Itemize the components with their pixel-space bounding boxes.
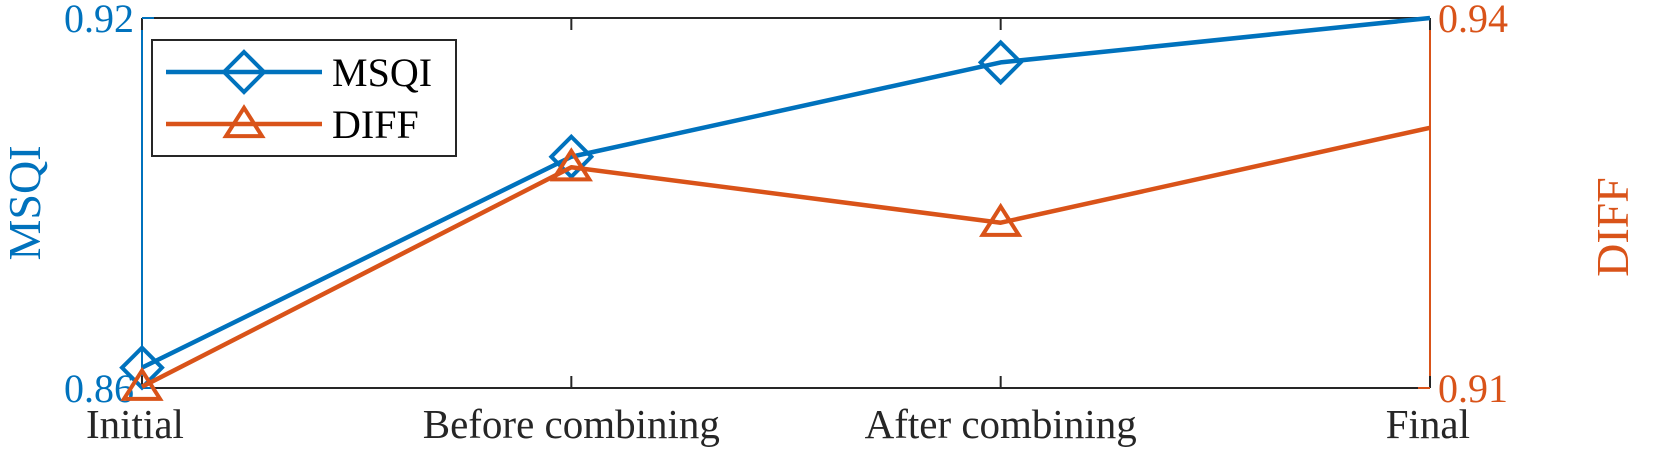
legend-marker-diamond — [221, 49, 267, 95]
data-point-diff — [120, 366, 164, 401]
legend-label: DIFF — [332, 102, 419, 147]
legend-box — [151, 39, 457, 157]
legend-item-diff: DIFF — [166, 102, 419, 147]
x-tick-label: Final — [1386, 401, 1470, 447]
x-tick-label: After combining — [865, 401, 1137, 447]
legend-marker-triangle — [222, 104, 266, 139]
data-point-msqi — [548, 133, 595, 180]
series-msqi — [119, 15, 1431, 391]
data-point-msqi — [119, 344, 165, 391]
series-diff — [120, 125, 1431, 401]
x-tick-label: Before combining — [423, 401, 720, 447]
legend-item-msqi: MSQI — [166, 49, 432, 95]
series-line-diff — [140, 125, 1431, 389]
left-axis-title: MSQI — [0, 145, 50, 260]
axes: Initial Before combining After combining Fi… — [0, 0, 1638, 447]
right-tick-label: 0.94 — [1438, 0, 1508, 41]
legend: MSQI DIFF — [151, 39, 457, 157]
legend-label: MSQI — [332, 50, 432, 95]
x-tick-label: Initial — [86, 401, 184, 447]
data-point-diff — [549, 147, 593, 182]
left-tick-label: 0.92 — [64, 0, 134, 41]
series-line-msqi — [141, 15, 1431, 370]
right-tick-label: 0.91 — [1438, 366, 1508, 411]
data-point-msqi — [977, 39, 1024, 86]
left-tick-label: 0.86 — [64, 366, 134, 411]
series-layer — [119, 15, 1431, 401]
right-axis-title: DIFF — [1587, 177, 1638, 277]
data-point-diff — [979, 202, 1023, 237]
